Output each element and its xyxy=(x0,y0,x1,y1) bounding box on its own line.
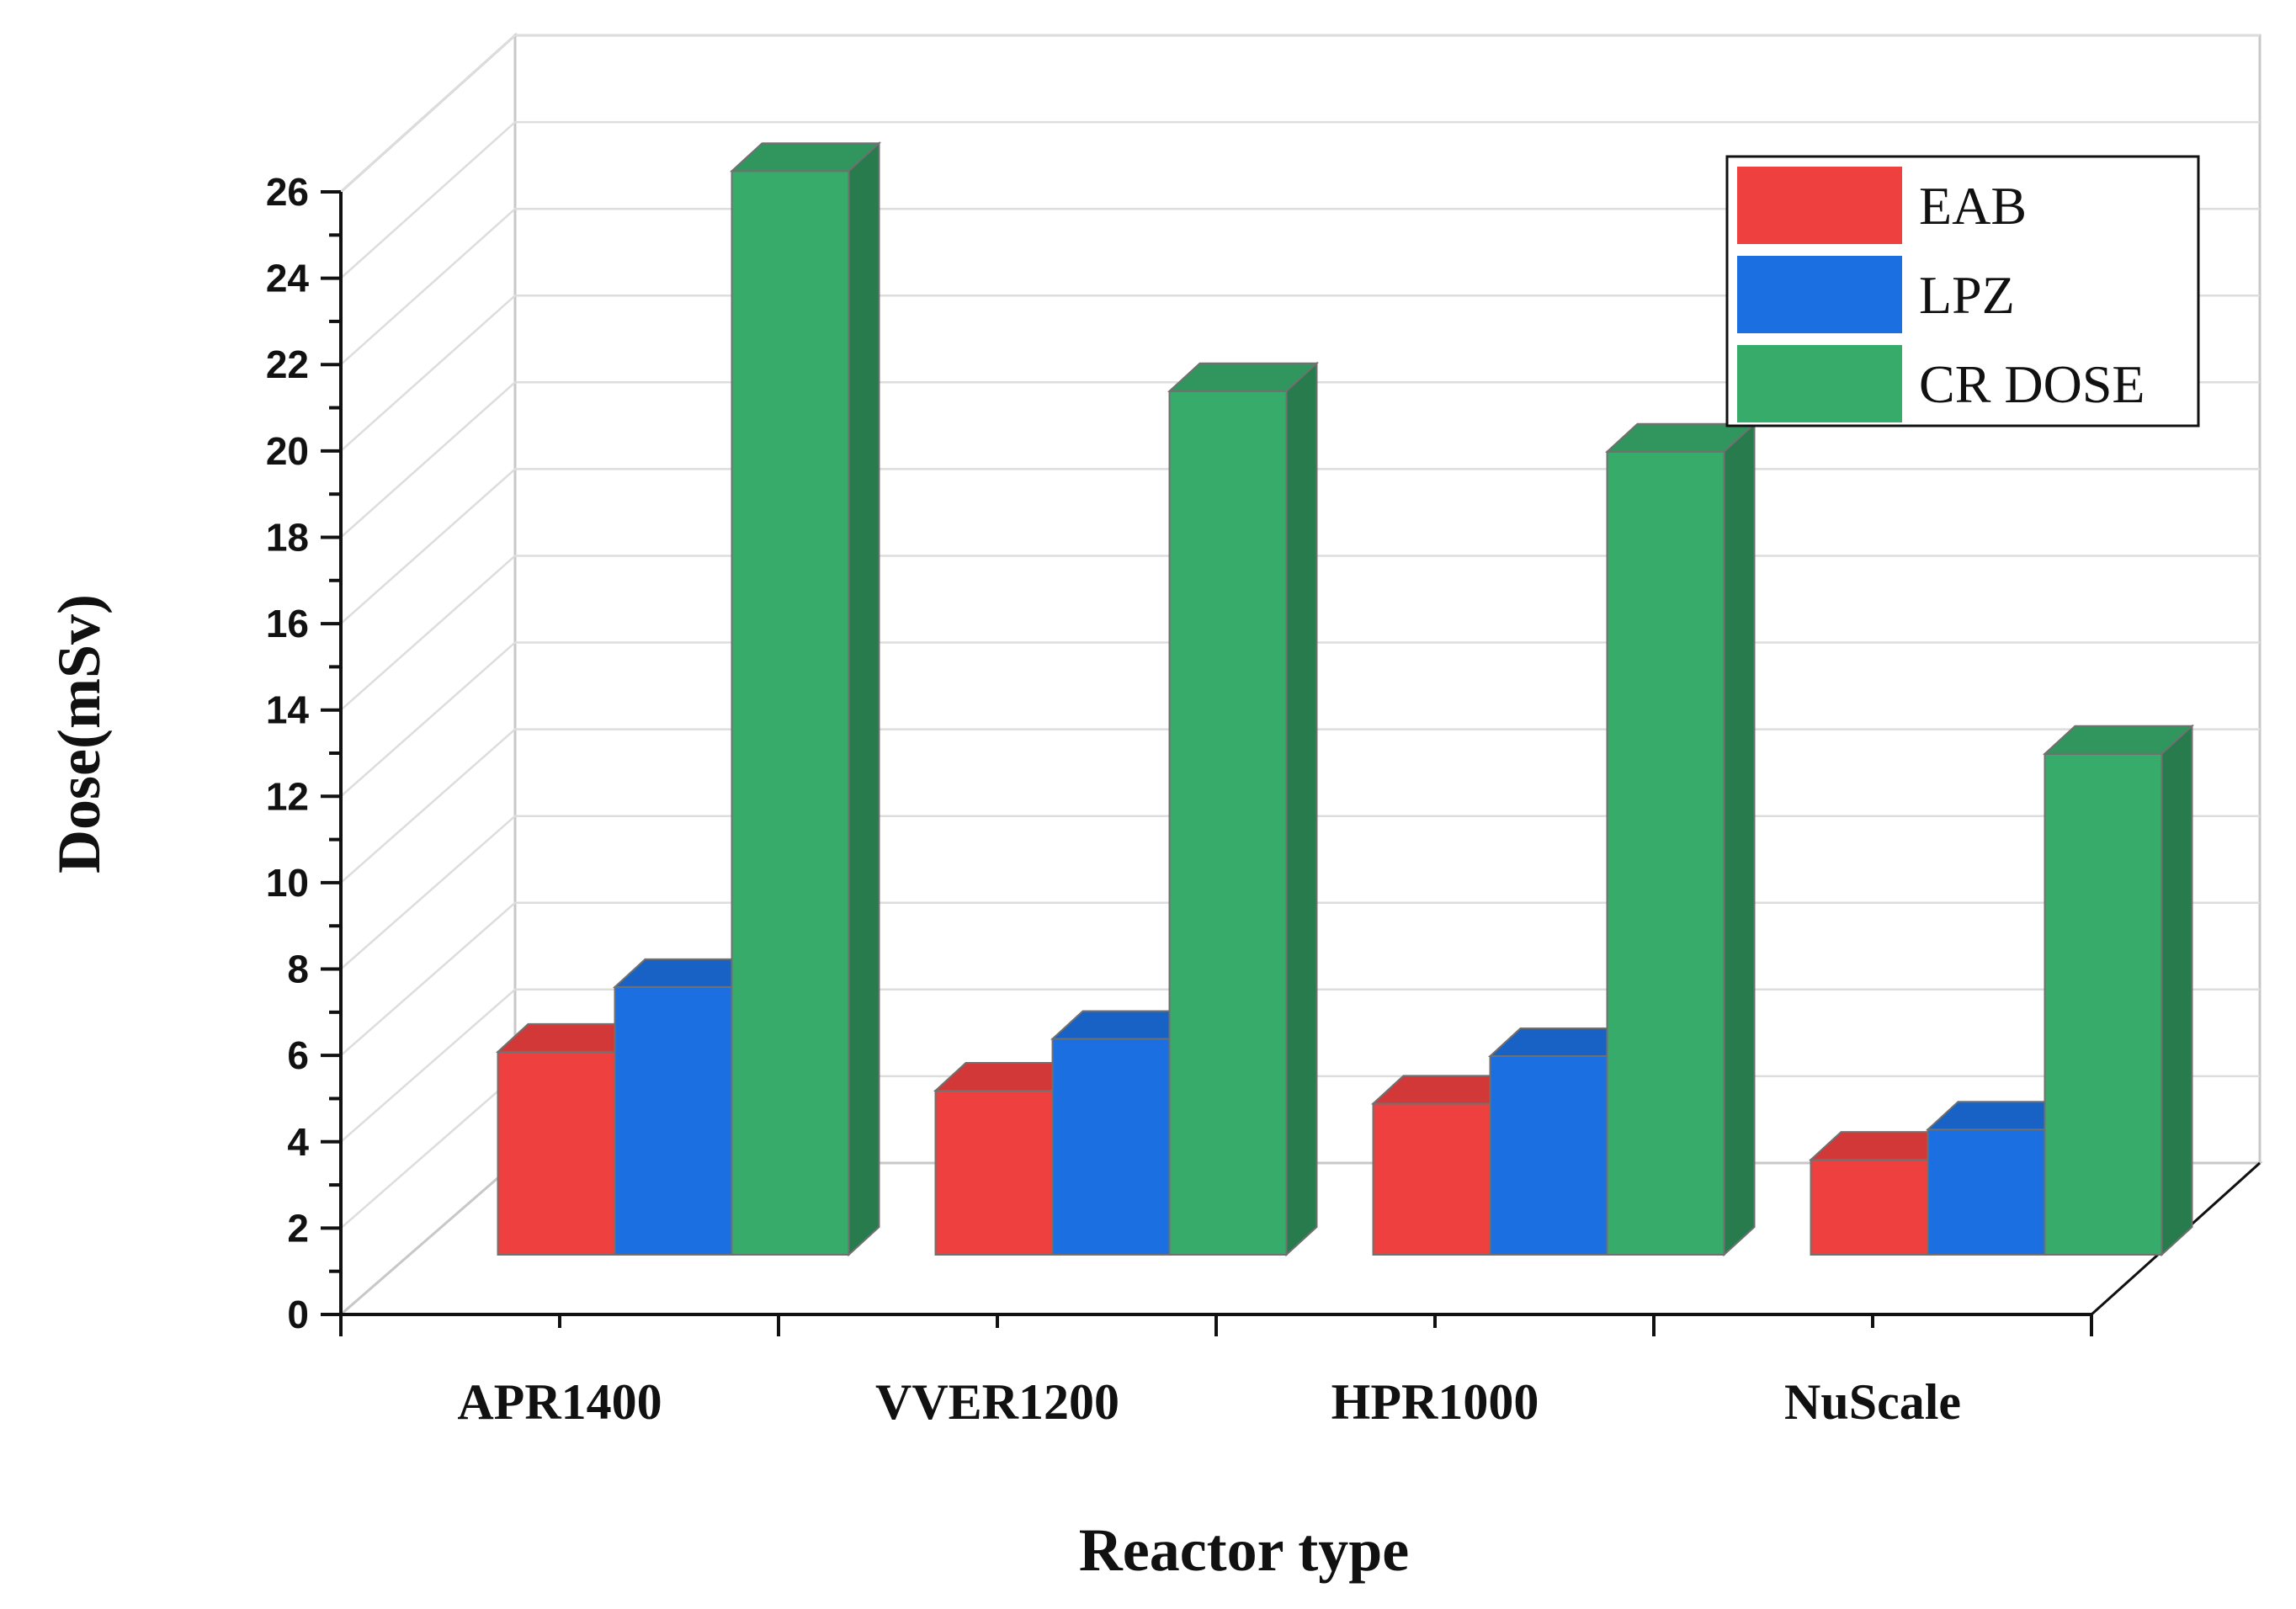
bar-group-NuScale xyxy=(1808,724,2195,1257)
y-tick-label: 26 xyxy=(266,170,309,214)
bar-group-VVER1200 xyxy=(933,361,1320,1257)
legend: EAB LPZ CR DOSE xyxy=(1725,155,2200,427)
y-tick-label: 22 xyxy=(266,343,309,386)
legend-label: CR DOSE xyxy=(1919,354,2145,414)
chart-bars xyxy=(495,141,2195,1257)
x-tick-label: HPR1000 xyxy=(1331,1374,1539,1430)
chart-axes xyxy=(321,190,2261,1336)
bar xyxy=(1808,1131,1961,1256)
bar-front xyxy=(1168,390,1288,1256)
gridline xyxy=(340,34,2260,193)
bar-front xyxy=(1372,1102,1491,1256)
bar xyxy=(612,958,765,1256)
legend-swatch xyxy=(1737,167,1902,244)
bar-front xyxy=(731,170,850,1256)
bar-side xyxy=(1285,361,1318,1257)
legend-label: LPZ xyxy=(1919,265,2015,325)
side-wall xyxy=(339,32,517,1318)
y-tick-label: 6 xyxy=(287,1033,309,1077)
bar xyxy=(1925,1101,2078,1256)
y-tick-label: 8 xyxy=(287,948,309,991)
bar xyxy=(729,141,882,1257)
bar xyxy=(1604,422,1757,1257)
y-tick-label: 14 xyxy=(266,688,310,732)
bar-front xyxy=(1606,450,1725,1256)
gridline xyxy=(340,294,2260,452)
bar xyxy=(495,1022,648,1256)
bar-side xyxy=(848,141,880,1257)
y-tick-label: 18 xyxy=(266,515,309,559)
bar-front xyxy=(1489,1054,1608,1256)
bar-front xyxy=(1051,1038,1171,1256)
gridline xyxy=(340,207,2260,366)
bar-front xyxy=(1810,1159,1929,1256)
y-tick-label: 12 xyxy=(266,774,309,818)
bar xyxy=(1370,1075,1523,1256)
bar-front xyxy=(2044,752,2163,1256)
x-tick-label: VVER1200 xyxy=(875,1374,1119,1430)
legend-swatch xyxy=(1737,256,1902,333)
x-axis-title: Reactor type xyxy=(1079,1516,1410,1584)
y-tick-label: 2 xyxy=(287,1206,309,1250)
bar-side xyxy=(2160,724,2193,1257)
bar xyxy=(1167,361,1320,1257)
y-tick-label: 24 xyxy=(266,257,310,300)
bar-group-HPR1000 xyxy=(1370,422,1757,1257)
bar-front xyxy=(934,1090,1054,1256)
gridline xyxy=(340,381,2260,539)
bar xyxy=(933,1062,1086,1256)
x-tick-label: APR1400 xyxy=(457,1374,662,1430)
y-axis-title: Dose(mSv) xyxy=(45,594,113,874)
gridline xyxy=(340,120,2260,279)
bar-side xyxy=(1723,422,1756,1257)
y-tick-label: 0 xyxy=(287,1293,309,1336)
y-tick-label: 20 xyxy=(266,429,309,473)
bar-front xyxy=(497,1050,616,1256)
legend-label: EAB xyxy=(1919,176,2027,236)
bar-group-APR1400 xyxy=(495,141,882,1257)
legend-swatch xyxy=(1737,345,1902,422)
x-tick-label: NuScale xyxy=(1784,1374,1961,1430)
y-tick-label: 16 xyxy=(266,602,309,645)
bar-front xyxy=(1927,1128,2046,1256)
bar xyxy=(2042,724,2195,1257)
bar xyxy=(1050,1010,1203,1256)
bar-front xyxy=(614,985,733,1256)
y-tick-label: 10 xyxy=(266,861,309,905)
y-tick-label: 4 xyxy=(287,1120,309,1164)
